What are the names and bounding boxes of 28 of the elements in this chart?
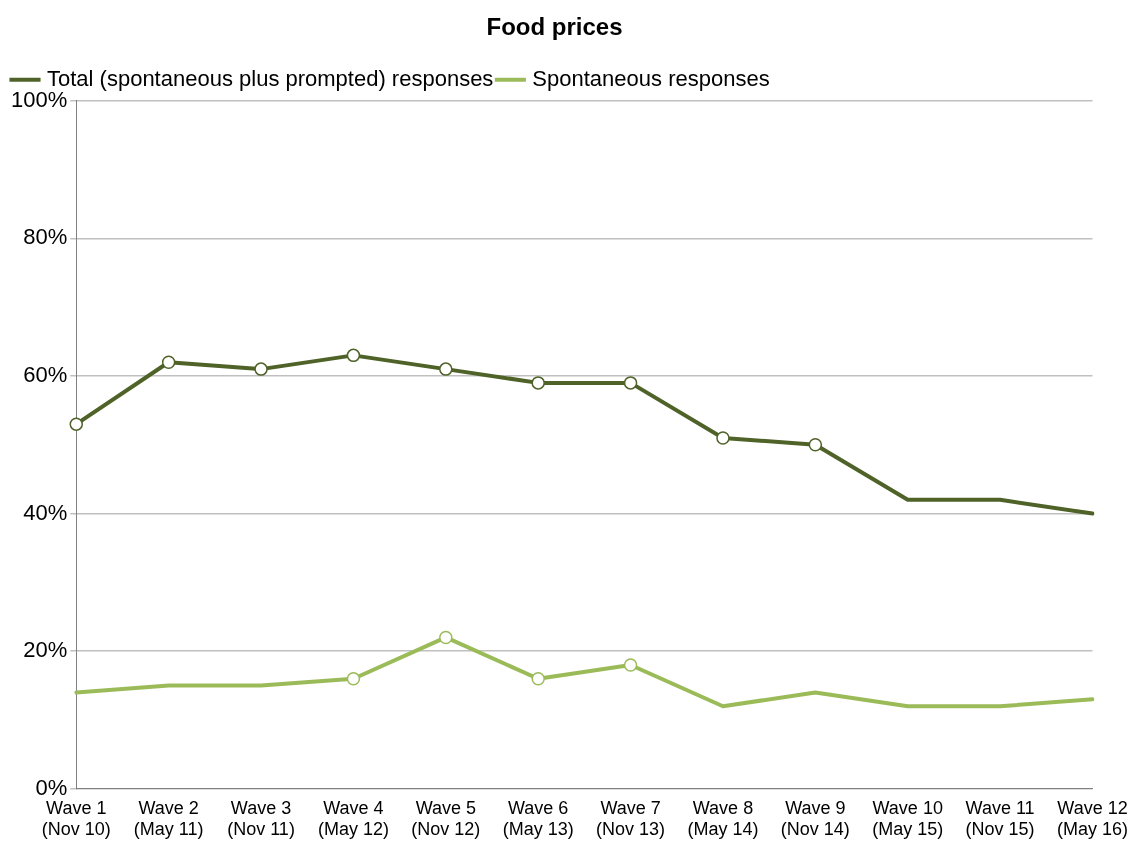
y-tick-label: 60% (23, 362, 68, 388)
x-tick-label: Wave 12 (May 16) (1056, 797, 1128, 840)
x-tick-label: Wave 4 (May 12) (317, 797, 389, 840)
legend-label: Spontaneous responses (532, 65, 770, 91)
y-tick-label: 0% (35, 774, 68, 800)
x-tick-label: Wave 2 (May 11) (133, 797, 204, 840)
y-tick-label: 20% (23, 637, 68, 663)
point (716, 431, 730, 445)
x-tick-label: Wave 8 (May 14) (687, 797, 759, 840)
x-tick-label: Wave 9 (Nov 14) (780, 797, 850, 840)
point (69, 417, 84, 431)
y-tick-label: 40% (23, 499, 68, 525)
x-tick-label: Wave 1 (Nov 10) (41, 797, 111, 840)
x-tick-label: Wave 7 (Nov 13) (596, 797, 666, 840)
x-tick-label: Wave 10 (May 15) (872, 797, 944, 840)
point (439, 362, 453, 376)
point (254, 362, 268, 376)
point (808, 438, 823, 452)
x-tick-label: Wave 6 (May 13) (502, 797, 574, 840)
x-tick-label: Wave 3 (Nov 11) (227, 797, 295, 840)
point (531, 376, 545, 390)
chart-title: Food prices (486, 13, 623, 41)
y-tick-label: 80% (23, 224, 68, 250)
x-tick-label: Wave 5 (Nov 12) (411, 797, 481, 840)
x-tick-label: Wave 11 (Nov 15) (965, 797, 1035, 840)
point (161, 355, 176, 369)
point (623, 376, 638, 390)
point (346, 348, 361, 363)
